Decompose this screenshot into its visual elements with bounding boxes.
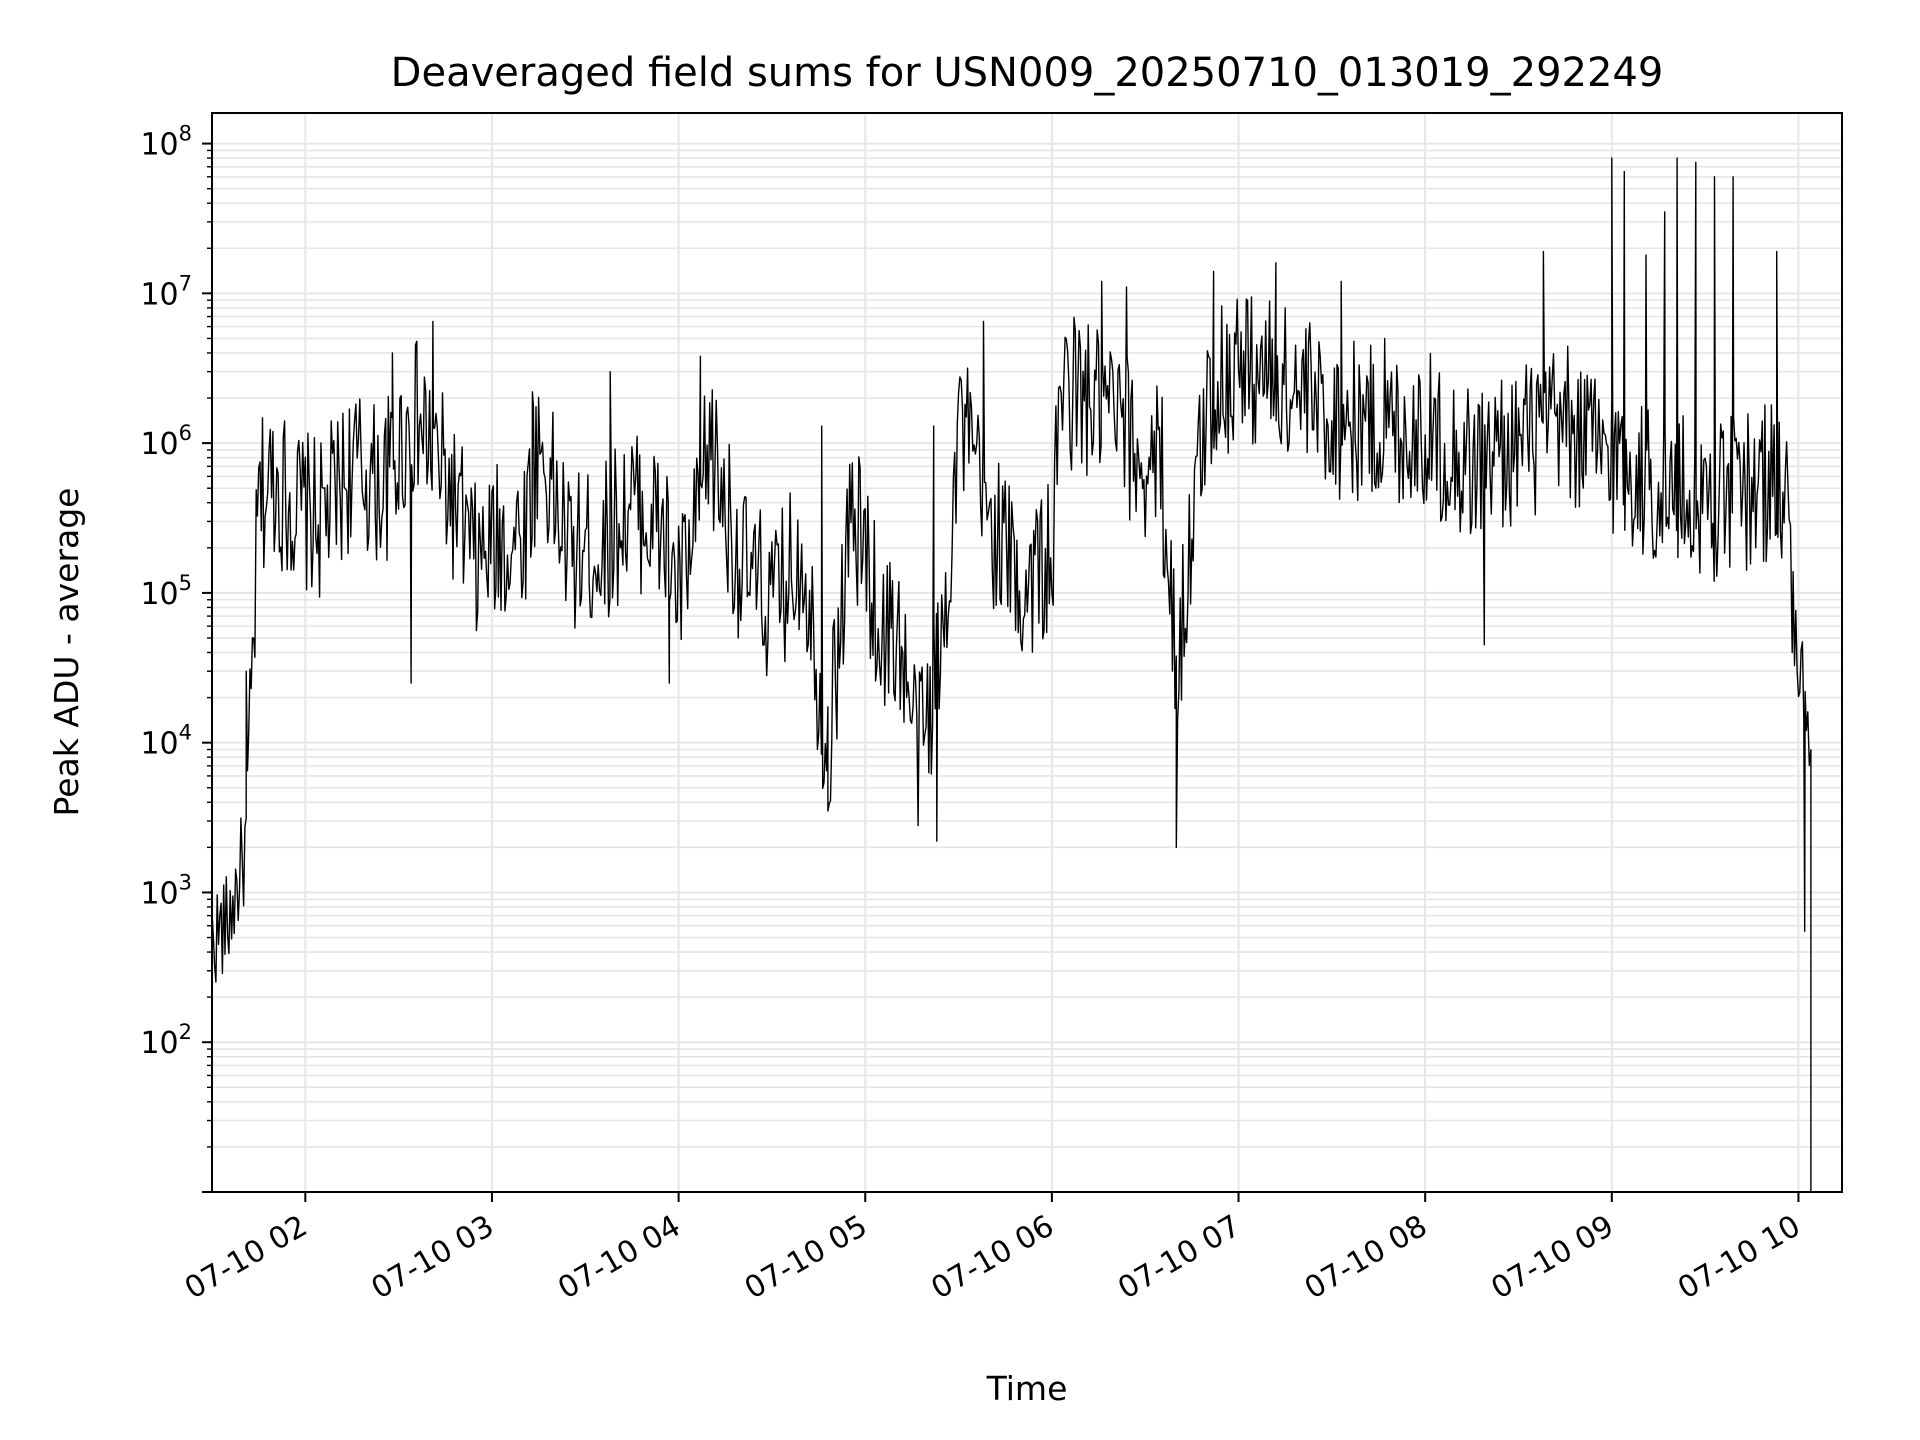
y-tick-exponent: 5 [179, 571, 192, 595]
x-axis-title: Time [986, 1369, 1068, 1408]
grid-layer [212, 113, 1842, 1193]
y-tick-label: 105 [140, 571, 192, 612]
x-tick-label: 07-10 05 [739, 1209, 873, 1307]
y-tick-exponent: 6 [179, 421, 192, 445]
y-tick-label: 108 [140, 122, 192, 163]
y-axis-title: Peak ADU - average [47, 488, 86, 817]
y-tick-label: 102 [140, 1020, 192, 1061]
y-tick-base: 10 [140, 876, 178, 911]
y-tick-label: 104 [140, 721, 192, 762]
y-tick-base: 10 [140, 427, 178, 462]
x-tick-label: 07-10 06 [926, 1209, 1060, 1307]
y-tick-base: 10 [140, 1026, 178, 1061]
y-tick-label: 107 [140, 271, 192, 312]
chart-title: Deaveraged field sums for USN009_2025071… [391, 50, 1664, 96]
y-tick-base: 10 [140, 727, 178, 762]
x-tick-label: 07-10 02 [179, 1209, 313, 1307]
y-tick-exponent: 2 [179, 1020, 192, 1044]
x-tick-label: 07-10 07 [1112, 1209, 1246, 1307]
x-tick-label: 07-10 09 [1485, 1209, 1619, 1307]
x-tick-label: 07-10 04 [552, 1209, 686, 1307]
x-tick-label: 07-10 10 [1672, 1209, 1806, 1307]
series-line-0 [211, 157, 1812, 983]
y-tick-exponent: 3 [179, 870, 192, 894]
y-tick-exponent: 4 [179, 721, 192, 745]
x-tick-label: 07-10 03 [366, 1209, 500, 1307]
y-tick-label: 106 [140, 421, 192, 462]
series-layer [211, 157, 1812, 1192]
y-tick-base: 10 [140, 128, 178, 163]
y-tick-exponent: 7 [179, 271, 192, 295]
y-tick-base: 10 [140, 577, 178, 612]
y-tick-base: 10 [140, 277, 178, 312]
x-tick-label: 07-10 08 [1299, 1209, 1433, 1307]
tick-layer: 07-10 02 07-10 03 07-10 04 07-10 05 07-10 06… [140, 122, 1806, 1307]
y-tick-exponent: 8 [179, 122, 192, 146]
y-tick-label: 103 [140, 870, 192, 911]
